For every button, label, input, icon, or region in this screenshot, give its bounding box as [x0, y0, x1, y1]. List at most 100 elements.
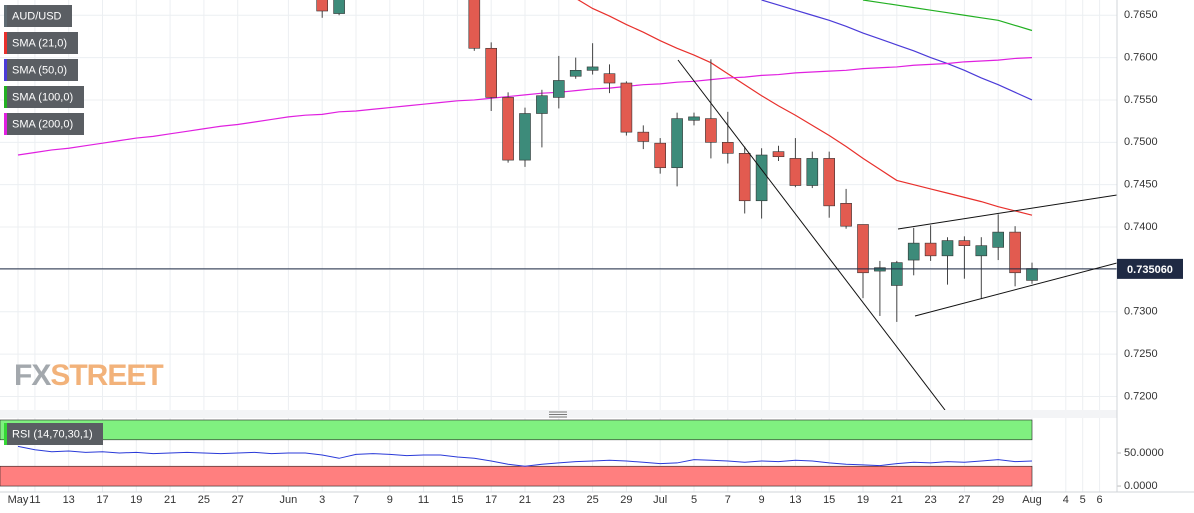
legend-box: [4, 32, 78, 54]
x-tick-label: 29: [992, 494, 1004, 506]
candle-body: [688, 116, 700, 121]
rsi-panel: [0, 419, 1033, 487]
x-tick-label: 17: [96, 494, 108, 506]
candle-body: [721, 142, 734, 154]
x-tick-label: 13: [789, 494, 801, 506]
legend-label: SMA (21,0): [12, 37, 67, 49]
x-tick-label: 17: [485, 494, 497, 506]
x-tick-label: 4: [1063, 494, 1069, 506]
candle-body: [468, 0, 481, 49]
candle-body: [502, 97, 514, 161]
line-series: [761, 0, 1033, 101]
candle-body: [823, 158, 836, 207]
x-tick-label: 27: [958, 494, 970, 506]
candle-body: [519, 113, 531, 161]
candle-body: [924, 242, 937, 257]
y-tick-label: 0.7400: [1124, 221, 1158, 233]
legend-item: SMA (200,0): [4, 113, 84, 135]
line-series: [17, 445, 1033, 467]
last-price-box: [1117, 258, 1183, 279]
x-tick-label: 25: [198, 494, 210, 506]
x-tick-label: May: [8, 494, 29, 506]
overlay-layer: 0.72000.72500.73000.73500.74000.74500.75…: [4, 5, 1183, 506]
candle-body: [874, 267, 886, 272]
x-tick-label: 21: [891, 494, 903, 506]
x-tick-label: 21: [519, 494, 531, 506]
trend-lines: [677, 59, 1117, 410]
x-tick-label: 3: [319, 494, 325, 506]
candle-body: [772, 151, 785, 158]
candle-body: [552, 80, 565, 98]
candle-body: [1026, 268, 1038, 281]
x-tick-label: 25: [586, 494, 598, 506]
legend-item: AUD/USD: [4, 5, 72, 27]
y-tick-label: 0.7600: [1124, 52, 1158, 64]
legend-label: SMA (200,0): [12, 118, 73, 130]
x-tick-label: 11: [29, 494, 40, 506]
x-tick-label: 29: [620, 494, 632, 506]
y-tick-label: 0.7650: [1124, 9, 1158, 21]
legend-item: SMA (100,0): [4, 86, 84, 108]
trend-line: [677, 59, 946, 410]
x-tick-label: 21: [164, 494, 176, 506]
legend-label: RSI (14,70,30,1): [12, 428, 93, 440]
legend-label: AUD/USD: [12, 10, 62, 22]
y-tick-label: 0.7550: [1124, 94, 1158, 106]
last-price-label: 0.735060: [1127, 264, 1173, 276]
candle-body: [806, 158, 819, 186]
legend-swatch: [4, 113, 7, 135]
legend-swatch: [4, 32, 7, 54]
candle-body: [857, 224, 869, 274]
candle-body: [975, 245, 988, 257]
rsi-band: [0, 419, 1033, 441]
rsi-tick-label: 50.0000: [1124, 447, 1164, 459]
candle-body: [738, 153, 751, 202]
x-tick-label: 11: [418, 494, 429, 506]
legend-label: SMA (50,0): [12, 64, 67, 76]
legend-swatch: [4, 59, 7, 81]
legend-box: [4, 5, 72, 27]
candle-body: [536, 95, 548, 114]
candle-body: [569, 70, 582, 77]
x-tick-label: 23: [553, 494, 565, 506]
legend-item: RSI (14,70,30,1): [4, 423, 103, 445]
legend-box: [4, 59, 78, 81]
rsi-tick-label: 0.0000: [1124, 480, 1158, 492]
y-tick-label: 0.7450: [1124, 179, 1158, 191]
candle-body: [333, 0, 345, 14]
x-tick-label: 5: [1080, 494, 1086, 506]
y-tick-label: 0.7500: [1124, 136, 1158, 148]
x-tick-label: 27: [232, 494, 244, 506]
channel-lower: [914, 262, 1117, 317]
x-tick-label: 15: [451, 494, 463, 506]
line-series: [862, 0, 1033, 32]
candle-body: [958, 240, 971, 246]
legend-swatch: [4, 5, 7, 27]
x-tick-label: 19: [857, 494, 869, 506]
channel-upper: [897, 194, 1117, 230]
candle-body: [485, 47, 498, 98]
candle-body: [705, 118, 717, 143]
candle-body: [603, 73, 616, 84]
x-tick-label: 13: [63, 494, 75, 506]
candle-body: [620, 82, 633, 133]
legend-swatch: [4, 423, 7, 445]
x-tick-label: Jun: [280, 494, 298, 506]
legend-swatch: [4, 86, 7, 108]
x-tick-label: 15: [823, 494, 835, 506]
watermark-fx: FX: [14, 359, 51, 392]
price-panel: [0, 0, 1117, 322]
x-tick-label: 23: [924, 494, 936, 506]
candle-body: [586, 66, 599, 71]
watermark: FXSTREET: [14, 359, 163, 392]
x-tick-label: 7: [725, 494, 731, 506]
candle-body: [654, 142, 667, 169]
legend-box: [4, 86, 84, 108]
rsi-band: [0, 465, 1033, 487]
x-tick-label: 9: [387, 494, 393, 506]
x-tick-label: 19: [130, 494, 142, 506]
legend-box: [4, 113, 84, 135]
x-tick-label: 5: [691, 494, 697, 506]
candle-body: [941, 240, 954, 257]
